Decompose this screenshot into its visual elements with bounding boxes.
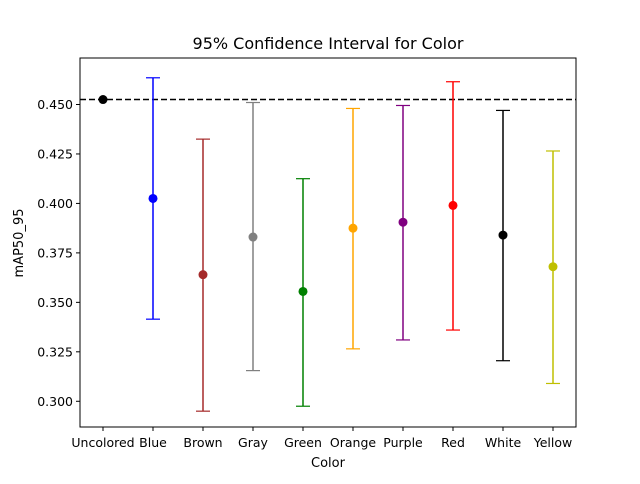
- data-point: [398, 217, 408, 227]
- x-tick-label: Blue: [139, 435, 167, 450]
- x-axis-label: Color: [311, 456, 346, 471]
- y-axis-label: mAP50_95: [12, 209, 27, 278]
- y-tick-label: 0.350: [37, 295, 73, 310]
- data-point: [98, 95, 108, 105]
- data-point: [448, 200, 458, 210]
- data-point: [198, 270, 208, 280]
- data-point: [298, 286, 308, 296]
- x-tick-label: Green: [284, 435, 322, 450]
- x-tick-label: Red: [441, 435, 465, 450]
- plot-area: [80, 77, 576, 412]
- x-tick-label: Brown: [183, 435, 222, 450]
- chart-title: 95% Confidence Interval for Color: [193, 34, 464, 53]
- y-tick-label: 0.400: [37, 196, 73, 211]
- data-point: [248, 232, 258, 242]
- x-tick-label: Orange: [330, 435, 376, 450]
- y-tick-label: 0.425: [37, 146, 73, 161]
- data-point: [548, 262, 558, 272]
- y-tick-label: 0.325: [37, 344, 73, 359]
- x-tick-label: Purple: [383, 435, 423, 450]
- y-tick-label: 0.450: [37, 97, 73, 112]
- data-point: [348, 223, 358, 233]
- x-tick-label: Yellow: [533, 435, 572, 450]
- x-tick-label: Uncolored: [71, 435, 134, 450]
- y-tick-label: 0.300: [37, 394, 73, 409]
- y-tick-label: 0.375: [37, 245, 73, 260]
- data-point: [148, 193, 158, 203]
- x-tick-label: White: [485, 435, 522, 450]
- x-tick-label: Gray: [238, 435, 268, 450]
- plot-frame: [79, 57, 577, 428]
- data-point: [498, 230, 508, 240]
